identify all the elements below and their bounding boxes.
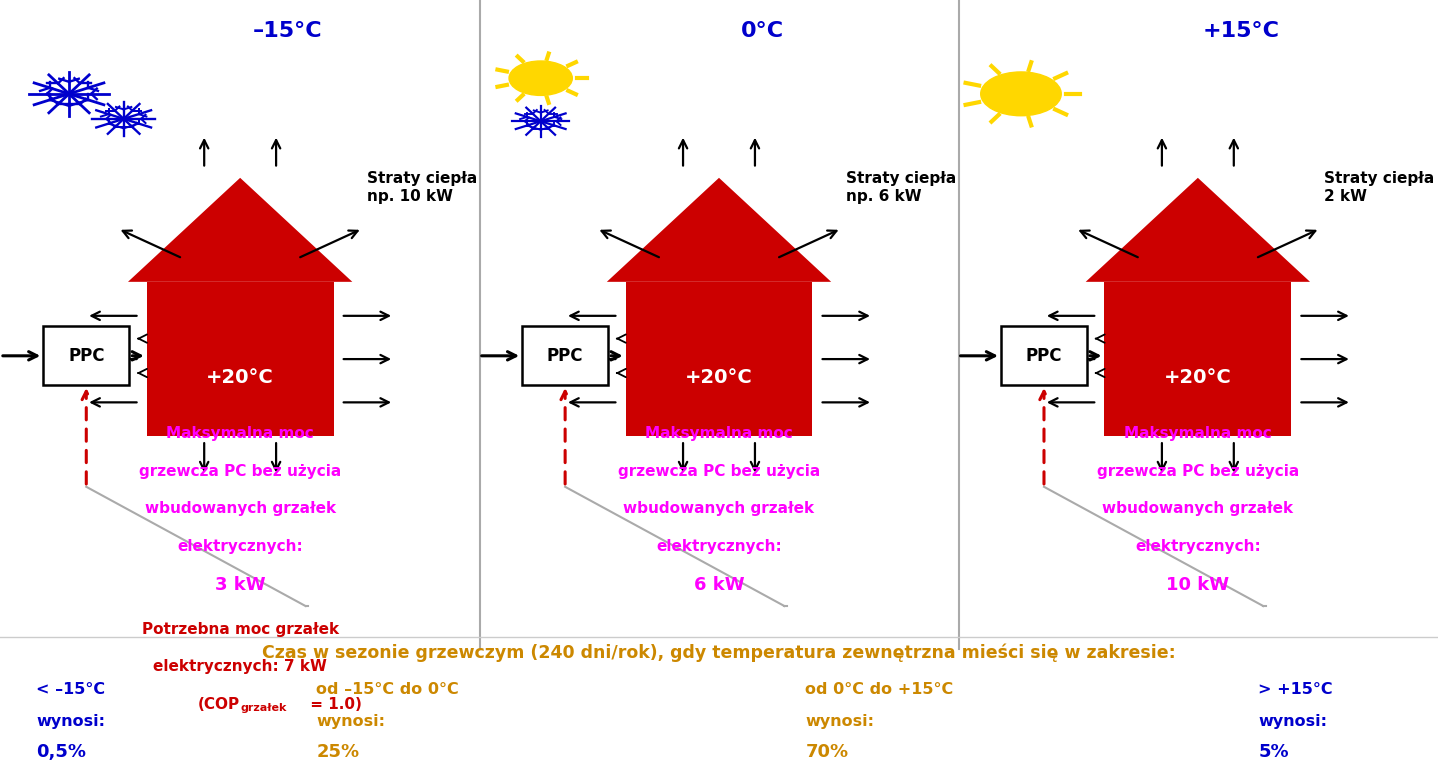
Text: wynosi:: wynosi:: [36, 713, 105, 729]
Polygon shape: [607, 178, 831, 282]
Text: –15°C: –15°C: [253, 21, 322, 41]
Text: wynosi:: wynosi:: [1258, 713, 1327, 729]
Bar: [1001, 327, 1087, 386]
Text: +20°C: +20°C: [206, 368, 275, 387]
Text: (COP: (COP: [198, 697, 240, 712]
Bar: [626, 282, 812, 436]
Bar: [1104, 282, 1291, 436]
Text: elektrycznych:: elektrycznych:: [177, 539, 303, 554]
Polygon shape: [128, 178, 352, 282]
Text: wynosi:: wynosi:: [316, 713, 385, 729]
Text: Straty ciepła
np. 10 kW: Straty ciepła np. 10 kW: [367, 171, 477, 204]
Text: grzewcza PC bez użycia: grzewcza PC bez użycia: [618, 464, 820, 479]
Text: +15°C: +15°C: [1202, 21, 1280, 41]
Text: PPC: PPC: [546, 346, 584, 365]
Text: grzewcza PC bez użycia: grzewcza PC bez użycia: [1097, 464, 1299, 479]
Text: 3 kW: 3 kW: [214, 576, 266, 594]
Polygon shape: [1086, 178, 1310, 282]
Text: Straty ciepła
2 kW: Straty ciepła 2 kW: [1324, 171, 1435, 204]
Text: 5%: 5%: [1258, 743, 1288, 762]
Text: PPC: PPC: [68, 346, 105, 365]
Text: wbudowanych grzałek: wbudowanych grzałek: [1103, 501, 1293, 516]
Text: od 0°C do +15°C: od 0°C do +15°C: [805, 682, 953, 698]
Text: wbudowanych grzałek: wbudowanych grzałek: [145, 501, 335, 516]
Text: Czas w sezonie grzewczym (240 dni/rok), gdy temperatura zewnętrzna mieści się w : Czas w sezonie grzewczym (240 dni/rok), …: [262, 644, 1176, 662]
Text: 6 kW: 6 kW: [693, 576, 745, 594]
Text: elektrycznych: 7 kW: elektrycznych: 7 kW: [154, 659, 326, 674]
Text: wynosi:: wynosi:: [805, 713, 874, 729]
Text: Maksymalna moc: Maksymalna moc: [646, 426, 792, 441]
Text: 10 kW: 10 kW: [1166, 576, 1229, 594]
Text: grzałek: grzałek: [240, 703, 286, 713]
Bar: [147, 282, 334, 436]
Text: 25%: 25%: [316, 743, 360, 762]
Text: +20°C: +20°C: [684, 368, 754, 387]
Text: wbudowanych grzałek: wbudowanych grzałek: [624, 501, 814, 516]
Text: grzewcza PC bez użycia: grzewcza PC bez użycia: [139, 464, 341, 479]
Text: 0°C: 0°C: [741, 21, 784, 41]
Text: Maksymalna moc: Maksymalna moc: [1125, 426, 1271, 441]
Bar: [43, 327, 129, 386]
Text: elektrycznych:: elektrycznych:: [1135, 539, 1261, 554]
Bar: [522, 327, 608, 386]
Circle shape: [981, 72, 1061, 116]
Circle shape: [509, 61, 572, 95]
Text: > +15°C: > +15°C: [1258, 682, 1333, 698]
Text: PPC: PPC: [1025, 346, 1063, 365]
Text: = 1.0): = 1.0): [305, 697, 362, 712]
Text: < –15°C: < –15°C: [36, 682, 105, 698]
Text: Maksymalna moc: Maksymalna moc: [167, 426, 313, 441]
Text: Potrzebna moc grzałek: Potrzebna moc grzałek: [141, 622, 339, 637]
Text: elektrycznych:: elektrycznych:: [656, 539, 782, 554]
Text: +20°C: +20°C: [1163, 368, 1232, 387]
Text: 0,5%: 0,5%: [36, 743, 86, 762]
Text: Straty ciepła
np. 6 kW: Straty ciepła np. 6 kW: [846, 171, 956, 204]
Text: od –15°C do 0°C: od –15°C do 0°C: [316, 682, 459, 698]
Text: 70%: 70%: [805, 743, 848, 762]
